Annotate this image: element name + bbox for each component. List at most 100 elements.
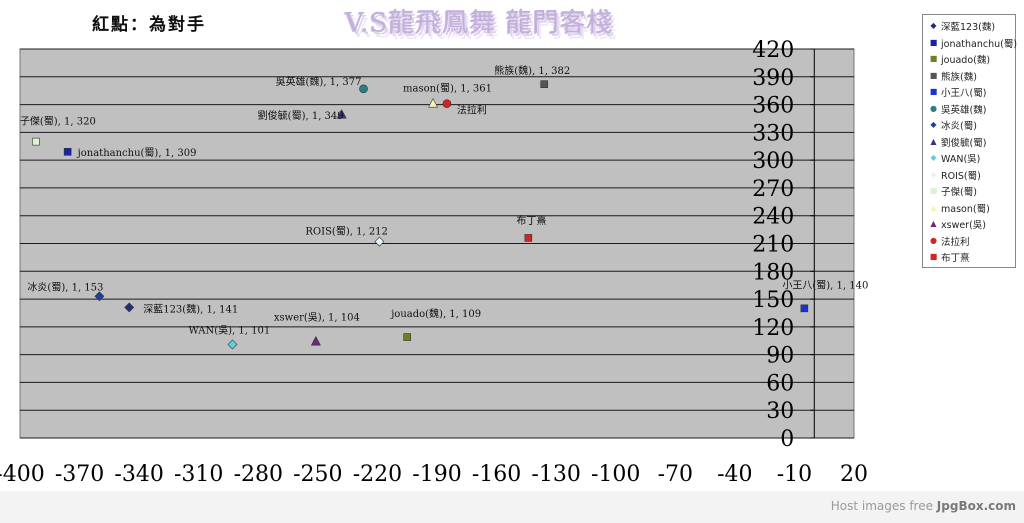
data-label: 劉俊毓(蜀), 1, 349 xyxy=(258,109,344,122)
x-tick-label: -100 xyxy=(591,462,640,487)
legend-entry: ◆ WAN(吳) xyxy=(929,150,980,166)
legend-entry: ▲ 劉俊毓(蜀) xyxy=(929,134,986,150)
legend-entry: ■ 布丁熹 xyxy=(929,249,970,265)
x-tick-label: -370 xyxy=(55,462,104,487)
y-tick-label: 210 xyxy=(752,233,794,258)
legend-label: 冰炎(蜀) xyxy=(941,121,977,132)
data-label: 吳英雄(魏), 1, 377 xyxy=(276,75,362,88)
data-point xyxy=(442,99,452,108)
legend-label: jonathanchu(蜀) xyxy=(941,38,1018,50)
data-point xyxy=(94,291,105,302)
y-tick-label: 150 xyxy=(752,288,794,313)
data-point xyxy=(227,339,238,350)
data-points xyxy=(32,80,809,350)
legend-marker-icon: ■ xyxy=(929,186,938,195)
data-label: 布丁熹 xyxy=(516,214,546,227)
legend-label: 劉俊毓(蜀) xyxy=(941,137,987,149)
y-tick-label: 360 xyxy=(752,94,794,119)
legend-marker-icon: ▲ xyxy=(930,136,937,146)
data-point xyxy=(336,109,347,119)
footer-bar: Host images free JpgBox.com xyxy=(0,491,1024,523)
data-point xyxy=(63,148,72,156)
legend-marker-icon: ● xyxy=(930,235,937,245)
legend-label: WAN(吳) xyxy=(941,154,981,165)
data-point xyxy=(359,84,368,94)
legend: ◆ 深藍123(魏) ■ jonathanchu(蜀) ■ jouado(魏) ■ 熊族(魏)… xyxy=(922,14,1017,268)
legend-label: 法拉利 xyxy=(941,236,970,248)
chart-title: 紅點：為對手 xyxy=(92,15,206,35)
legend-entry: ▲ mason(蜀) xyxy=(929,200,990,216)
y-tick-label: 120 xyxy=(752,316,794,341)
legend-marker-icon: ◆ xyxy=(930,21,937,30)
data-label: jouado(魏), 1, 109 xyxy=(390,307,481,320)
legend-label: 布丁熹 xyxy=(941,253,970,264)
legend-label: 深藍123(魏) xyxy=(941,22,996,33)
legend-marker-icon: ■ xyxy=(929,252,938,261)
x-tick-label: -400 xyxy=(0,462,45,487)
legend-marker-icon: ◆ xyxy=(930,120,937,129)
legend-entry: ◆ ROIS(蜀) xyxy=(929,167,981,183)
legend-entry: ◆ 冰炎(蜀) xyxy=(929,117,977,133)
data-point xyxy=(124,302,135,313)
legend-marker-icon: ▲ xyxy=(930,202,937,212)
y-tick-label: 390 xyxy=(752,66,794,91)
legend-marker-icon: ■ xyxy=(929,37,938,47)
banner-image-text: V.S龍飛鳳舞 龍門客棧 xyxy=(345,8,614,38)
x-tick-label: -70 xyxy=(658,462,693,487)
y-tick-label: 90 xyxy=(766,344,794,369)
data-point xyxy=(428,98,439,108)
data-point xyxy=(310,336,321,346)
legend-label: ROIS(蜀) xyxy=(941,170,981,182)
data-label: xswer(吳), 1, 104 xyxy=(274,312,360,324)
x-tick-label: -310 xyxy=(174,462,223,487)
legend-marker-icon: ▲ xyxy=(930,219,937,228)
x-tick-label: -190 xyxy=(412,462,461,487)
data-label: jonathanchu(蜀), 1, 309 xyxy=(77,147,197,159)
y-tick-label: 420 xyxy=(752,38,794,63)
y-tick-label: 60 xyxy=(766,371,794,396)
data-point xyxy=(403,333,412,341)
legend-label: jouado(魏) xyxy=(941,55,991,66)
y-tick-label: 330 xyxy=(752,121,794,146)
legend-entry: ● 法拉利 xyxy=(929,233,970,249)
x-tick-label: -280 xyxy=(234,462,283,487)
x-tick-label: -10 xyxy=(777,462,812,487)
legend-entry: ▲ xswer(吳) xyxy=(929,216,986,232)
y-tick-label: 240 xyxy=(752,205,794,230)
data-label: ROIS(蜀), 1, 212 xyxy=(305,226,388,238)
legend-entry: ■ jonathanchu(蜀) xyxy=(929,35,1017,51)
data-point xyxy=(32,137,40,146)
y-tick-label: 30 xyxy=(766,399,794,424)
x-tick-label: -130 xyxy=(531,462,580,487)
legend-label: 吳英雄(魏) xyxy=(941,104,987,116)
data-point xyxy=(524,234,533,242)
footer-brand: JpgBox.com xyxy=(936,499,1016,513)
gridlines xyxy=(20,48,854,439)
y-tick-label: 270 xyxy=(752,177,794,202)
legend-entry: ■ jouado(魏) xyxy=(929,51,990,67)
data-label: 子傑(蜀), 1, 320 xyxy=(20,116,96,128)
legend-entry: ■ 小王八(蜀) xyxy=(929,84,987,100)
x-tick-label: -340 xyxy=(114,462,163,487)
legend-entry: ■ 熊族(魏) xyxy=(929,68,977,84)
y-tick-label: 0 xyxy=(780,427,794,452)
legend-marker-icon: ■ xyxy=(929,70,938,80)
legend-label: 熊族(魏) xyxy=(941,71,977,83)
y-tick-label: 300 xyxy=(752,149,794,174)
legend-entry: ● 吳英雄(魏) xyxy=(929,101,986,117)
data-label: 冰炎(蜀), 1, 153 xyxy=(27,280,103,293)
legend-label: mason(蜀) xyxy=(941,203,990,215)
footer-text-pre: Host images free xyxy=(830,499,937,513)
axes xyxy=(810,48,815,439)
data-labels: 深藍123(魏), 1, 141 jonathanchu(蜀), 1, 309 jo… xyxy=(20,64,868,336)
x-tick-label: 20 xyxy=(840,462,868,487)
data-label: 深藍123(魏), 1, 141 xyxy=(143,302,238,315)
legend-marker-icon: ◆ xyxy=(930,169,937,179)
data-point xyxy=(374,236,385,247)
footer-hosting-text[interactable]: Host images free JpgBox.com xyxy=(831,499,1016,513)
legend-marker-icon: ◆ xyxy=(930,153,937,162)
x-tick-label: -40 xyxy=(717,462,752,487)
y-tick-label: 180 xyxy=(752,260,794,285)
